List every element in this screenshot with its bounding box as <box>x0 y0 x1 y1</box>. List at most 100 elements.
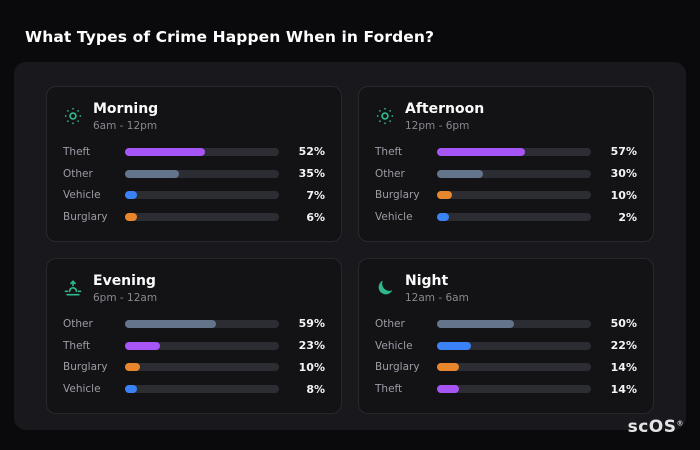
bar-track <box>125 169 279 178</box>
page-title: What Types of Crime Happen When in Forde… <box>25 28 435 46</box>
bar-row-theft: Theft 57% <box>375 142 637 162</box>
bar-track <box>125 319 279 328</box>
card-header: Morning 6am - 12pm <box>63 101 325 132</box>
card-heading: Night 12am - 6am <box>405 273 469 304</box>
card-header: Evening 6pm - 12am <box>63 273 325 304</box>
bar-fill-other <box>437 319 514 328</box>
bar-fill-vehicle <box>437 213 449 221</box>
bar-value: 50% <box>610 317 637 331</box>
bar-row-vehicle: Vehicle 22% <box>375 336 637 356</box>
bar-value: 8% <box>306 382 325 396</box>
bar-fill-other <box>437 169 484 178</box>
bar-track <box>437 341 591 350</box>
bar-value: 14% <box>610 382 637 396</box>
bar-value: 57% <box>610 145 637 159</box>
bar-row-theft: Theft 23% <box>63 336 325 356</box>
bar-fill-vehicle <box>437 341 471 350</box>
bar-rows: Other 59% Theft 23% Burglary 10% Vehicle 8% <box>63 314 325 401</box>
card-heading: Afternoon 12pm - 6pm <box>405 101 484 132</box>
bar-label: Other <box>375 317 405 330</box>
bar-value: 59% <box>298 317 325 331</box>
card-night: Night 12am - 6am Other 50% Vehicle 22% Burglar… <box>358 258 654 414</box>
scos-logo: scOS® <box>628 417 684 437</box>
card-subtitle: 12am - 6am <box>405 291 469 304</box>
bar-fill-vehicle <box>125 191 137 200</box>
bar-fill-theft <box>125 341 161 350</box>
bar-row-vehicle: Vehicle 7% <box>63 185 325 205</box>
bar-value: 23% <box>298 339 325 353</box>
bar-fill-vehicle <box>125 385 138 393</box>
bar-track <box>125 363 279 372</box>
bar-label: Burglary <box>63 361 108 374</box>
bar-track <box>125 213 279 221</box>
bar-track <box>437 363 591 372</box>
bar-rows: Theft 52% Other 35% Vehicle 7% Burglary 6% <box>63 142 325 229</box>
bar-value: 35% <box>298 167 325 181</box>
bar-label: Burglary <box>375 361 420 374</box>
bar-value: 10% <box>610 188 637 202</box>
bar-label: Other <box>375 167 405 180</box>
card-evening: Evening 6pm - 12am Other 59% Theft 23% Burglar… <box>46 258 342 414</box>
bar-row-theft: Theft 52% <box>63 142 325 162</box>
bar-label: Theft <box>63 339 91 352</box>
bar-label: Burglary <box>63 211 108 223</box>
bar-rows: Other 50% Vehicle 22% Burglary 14% Theft 14% <box>375 314 637 401</box>
sun-icon <box>375 106 395 126</box>
card-heading: Morning 6am - 12pm <box>93 101 158 132</box>
bar-rows: Theft 57% Other 30% Burglary 10% Vehicle 2% <box>375 142 637 229</box>
bar-value: 2% <box>618 210 637 224</box>
card-morning: Morning 6am - 12pm Theft 52% Other 35% Vehicle… <box>46 86 342 242</box>
bar-fill-theft <box>125 147 206 156</box>
card-heading: Evening 6pm - 12am <box>93 273 157 304</box>
card-header: Night 12am - 6am <box>375 273 637 304</box>
bar-row-other: Other 30% <box>375 164 637 184</box>
bar-fill-theft <box>437 385 459 393</box>
bar-value: 14% <box>610 360 637 374</box>
bar-row-vehicle: Vehicle 8% <box>63 379 325 399</box>
card-subtitle: 12pm - 6pm <box>405 119 470 132</box>
bar-value: 10% <box>298 360 325 374</box>
bar-fill-burglary <box>437 363 459 372</box>
bar-track <box>437 213 591 221</box>
bar-fill-other <box>125 319 216 328</box>
bar-track <box>437 191 591 200</box>
bar-label: Vehicle <box>63 383 101 395</box>
scos-logo-text: scOS <box>627 417 677 437</box>
bar-fill-burglary <box>437 191 453 200</box>
bar-label: Theft <box>63 145 91 158</box>
bar-track <box>125 191 279 200</box>
bar-row-burglary: Burglary 10% <box>375 185 637 205</box>
bar-row-theft: Theft 14% <box>375 379 637 399</box>
bar-value: 7% <box>306 188 325 202</box>
cards-grid: Morning 6am - 12pm Theft 52% Other 35% Vehicle… <box>46 86 654 414</box>
bar-row-vehicle: Vehicle 2% <box>375 207 637 227</box>
bar-label: Burglary <box>375 189 420 202</box>
bar-row-burglary: Burglary 6% <box>63 207 325 227</box>
bar-row-other: Other 59% <box>63 314 325 334</box>
bar-track <box>125 147 279 156</box>
bar-row-other: Other 50% <box>375 314 637 334</box>
bar-row-other: Other 35% <box>63 164 325 184</box>
bar-row-burglary: Burglary 10% <box>63 357 325 377</box>
bar-track <box>437 319 591 328</box>
bar-value: 6% <box>306 210 325 224</box>
bar-row-burglary: Burglary 14% <box>375 357 637 377</box>
sunset-icon <box>63 278 83 298</box>
bar-fill-other <box>125 169 179 178</box>
bar-label: Theft <box>375 383 403 395</box>
registered-mark-icon: ® <box>676 419 684 428</box>
card-title: Morning <box>93 101 159 117</box>
card-afternoon: Afternoon 12pm - 6pm Theft 57% Other 30% Burgl… <box>358 86 654 242</box>
bar-track <box>437 385 591 393</box>
card-subtitle: 6am - 12pm <box>93 119 158 132</box>
card-title: Evening <box>93 273 156 289</box>
bar-track <box>437 147 591 156</box>
bar-track <box>125 385 279 393</box>
bar-track <box>125 341 279 350</box>
bar-value: 52% <box>298 145 325 159</box>
bar-fill-burglary <box>125 363 141 372</box>
card-title: Night <box>405 273 449 289</box>
bar-label: Other <box>63 317 93 330</box>
bar-label: Theft <box>375 145 403 158</box>
card-header: Afternoon 12pm - 6pm <box>375 101 637 132</box>
